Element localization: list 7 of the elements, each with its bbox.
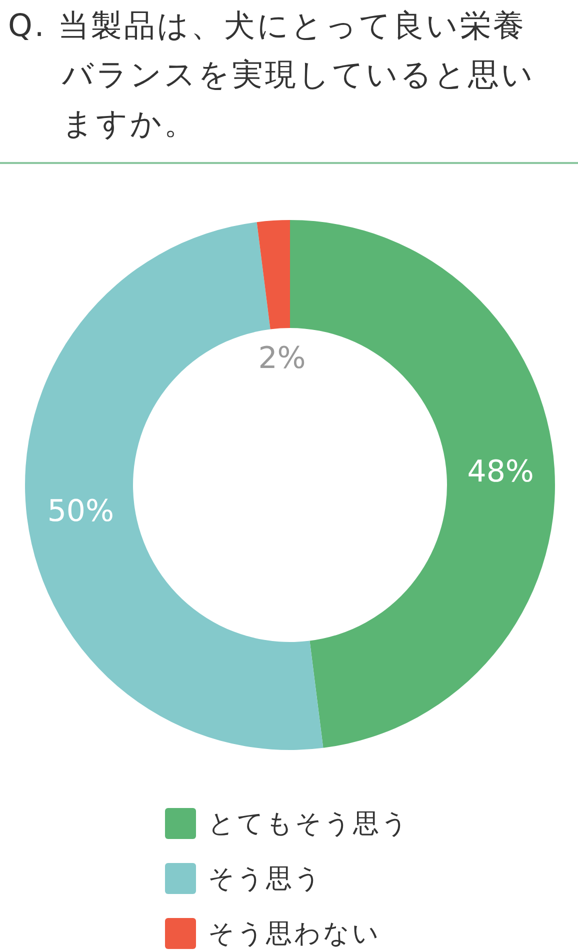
data-label: 48% <box>467 454 534 490</box>
legend-label: そう思う <box>208 863 323 896</box>
chart-title: Q. 当製品は、犬にとって良い栄養バランスを実現していると思いますか。 <box>8 7 536 144</box>
legend-label: とてもそう思う <box>208 808 410 841</box>
data-label: 50% <box>47 494 114 529</box>
data-label: 2% <box>258 340 306 376</box>
legend-label: そう思わない <box>208 918 381 950</box>
